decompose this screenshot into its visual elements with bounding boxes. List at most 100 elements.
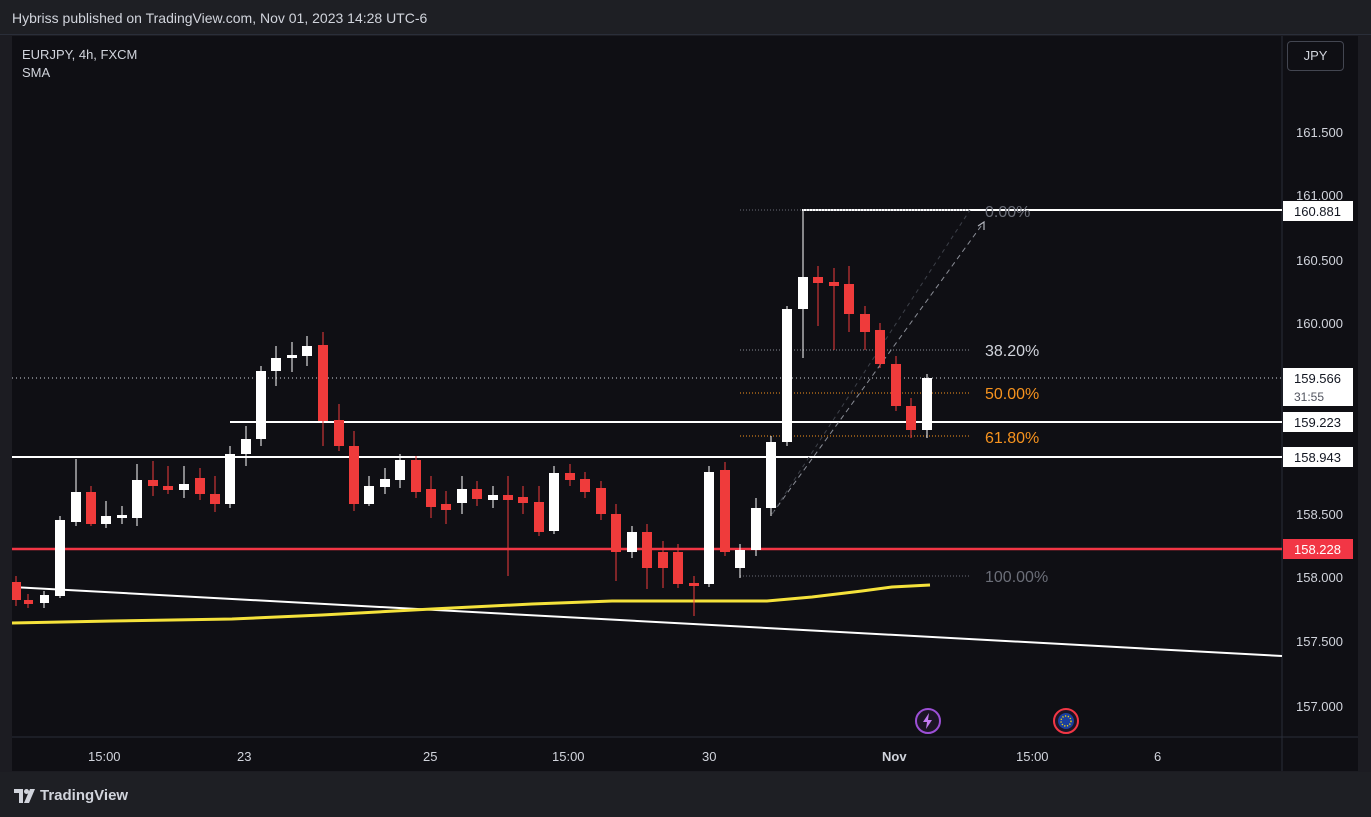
currency-button[interactable]: JPY — [1287, 41, 1344, 71]
price-tick: 161.500 — [1296, 125, 1343, 140]
candle — [642, 524, 652, 589]
chart-canvas[interactable]: 0.00% 38.20% 50.00% 61.80% 100.00% 161.5… — [12, 36, 1358, 771]
red-level-label: 158.228 — [1294, 542, 1341, 557]
candle — [24, 594, 33, 608]
candle — [364, 476, 374, 506]
tradingview-logo-icon[interactable] — [14, 789, 38, 803]
candle — [71, 459, 81, 526]
red-level-box — [1283, 539, 1353, 559]
candle — [658, 541, 668, 588]
candle — [179, 466, 189, 498]
indicator-sma-label[interactable]: SMA — [22, 65, 51, 80]
candle — [195, 468, 205, 500]
symbol-info[interactable]: EURJPY, 4h, FXCM — [22, 47, 138, 62]
price-tick: 161.000 — [1296, 188, 1343, 203]
candle — [503, 476, 513, 576]
fib-trend-line — [771, 221, 985, 515]
candle — [411, 456, 421, 498]
candle — [40, 591, 49, 608]
candle — [12, 576, 21, 606]
fib-label-50: 50.00% — [985, 386, 1039, 403]
candle — [86, 486, 96, 526]
candle — [163, 466, 173, 494]
candle — [689, 576, 699, 616]
sma-line — [12, 583, 931, 625]
candle — [472, 481, 482, 506]
candle — [673, 544, 683, 588]
candle — [860, 306, 870, 350]
candle — [844, 266, 854, 332]
candle — [210, 476, 220, 512]
price-tick: 157.500 — [1296, 634, 1343, 649]
fib-label-100: 100.00% — [985, 569, 1048, 586]
candle — [720, 462, 730, 556]
candle — [782, 306, 792, 446]
publish-bar: Hybriss published on TradingView.com, No… — [0, 0, 1371, 35]
candle — [751, 498, 761, 556]
time-tick: 30 — [702, 749, 716, 764]
candle — [101, 501, 111, 528]
candle — [318, 332, 328, 446]
candle — [256, 366, 266, 446]
footer-brand[interactable]: TradingView — [40, 787, 129, 804]
candle — [627, 526, 637, 558]
chart-legend[interactable]: EURJPY, 4h, FXCM SMA — [22, 46, 137, 82]
current-price-box — [1283, 368, 1353, 406]
candle — [380, 468, 390, 494]
candle — [534, 486, 544, 536]
fib-trend-line-gray — [771, 209, 971, 515]
countdown-label: 31:55 — [1294, 390, 1324, 404]
eu-flag-icon[interactable] — [1053, 708, 1079, 734]
trendline — [12, 586, 1283, 657]
candle — [906, 398, 916, 438]
time-tick: 15:00 — [552, 749, 585, 764]
candle — [488, 486, 498, 508]
price-tick: 160.000 — [1296, 316, 1343, 331]
level-1-box — [1283, 412, 1353, 432]
candle — [334, 404, 344, 451]
candle — [117, 506, 127, 524]
candle — [611, 504, 621, 581]
candle — [735, 544, 745, 578]
time-tick: 23 — [237, 749, 251, 764]
candle — [580, 472, 590, 498]
candle — [766, 436, 776, 516]
high-price-box — [1283, 201, 1353, 221]
price-tick: 158.500 — [1296, 507, 1343, 522]
footer: TradingView — [0, 772, 1371, 817]
lightning-icon[interactable] — [915, 708, 941, 734]
time-tick: 6 — [1154, 749, 1161, 764]
candle — [395, 454, 405, 488]
candle — [349, 431, 359, 511]
time-tick: Nov — [882, 749, 907, 764]
candle — [922, 374, 932, 438]
candle — [565, 464, 575, 486]
candle — [798, 210, 808, 358]
chart-pane[interactable]: 0.00% 38.20% 50.00% 61.80% 100.00% 161.5… — [12, 36, 1358, 771]
candle — [549, 466, 559, 534]
time-tick: 15:00 — [88, 749, 121, 764]
fib-arrowhead — [977, 220, 985, 230]
time-tick: 15:00 — [1016, 749, 1049, 764]
high-price-label: 160.881 — [1294, 204, 1341, 219]
candle — [518, 486, 528, 514]
candle — [271, 346, 281, 386]
fib-label-382: 38.20% — [985, 343, 1039, 360]
level-2-label: 158.943 — [1294, 450, 1341, 465]
price-tick: 158.000 — [1296, 570, 1343, 585]
candle — [596, 481, 606, 520]
candle — [875, 323, 885, 368]
candle — [132, 464, 142, 526]
candle — [457, 476, 467, 514]
candle — [148, 461, 158, 496]
candle — [829, 268, 839, 350]
candle — [426, 476, 436, 518]
candle — [225, 446, 235, 508]
price-tick: 157.000 — [1296, 699, 1343, 714]
fib-label-618: 61.80% — [985, 430, 1039, 447]
level-2-box — [1283, 447, 1353, 467]
level-1-label: 159.223 — [1294, 415, 1341, 430]
candle — [704, 466, 714, 587]
candle — [813, 266, 823, 326]
candle — [302, 336, 312, 366]
